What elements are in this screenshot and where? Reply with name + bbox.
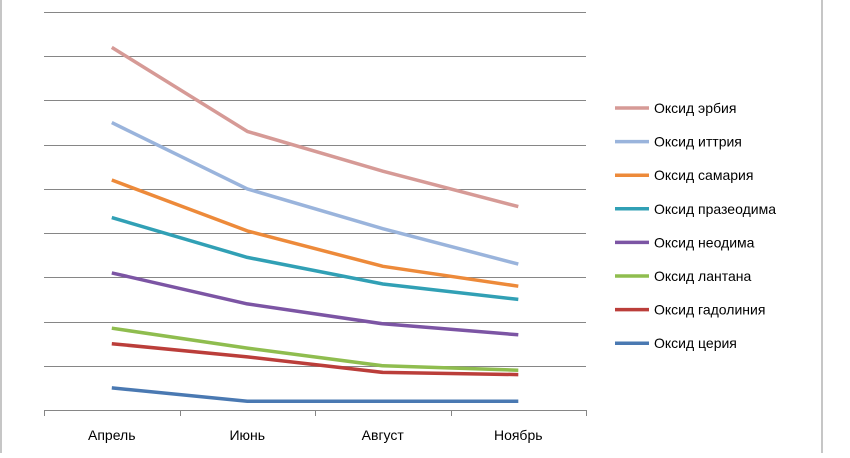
series-line-2 (111, 178, 519, 288)
x-tick-label: Июнь (229, 427, 265, 443)
x-tick-label: Ноябрь (494, 427, 543, 443)
series-line-3 (111, 215, 519, 302)
x-tick-label: Август (362, 427, 405, 443)
x-tick-label: Апрель (88, 427, 136, 443)
x-axis: Апрель Июнь Август Ноябрь (44, 410, 587, 443)
series-line-4 (111, 271, 519, 337)
legend-label: Оксид лантана (654, 268, 752, 284)
series-line-5 (111, 326, 519, 372)
legend: Оксид эрбия Оксид иттрия Оксид самария Окси… (615, 100, 776, 351)
legend-label: Оксид церия (654, 335, 737, 351)
legend-label: Оксид празеодима (654, 201, 776, 217)
legend-label: Оксид эрбия (654, 100, 736, 116)
legend-label: Оксид иттрия (654, 134, 742, 150)
legend-label: Оксид неодима (654, 234, 755, 250)
series-line-7 (111, 386, 519, 403)
series-line-0 (110, 45, 519, 209)
legend-label: Оксид гадолиния (654, 302, 765, 318)
series-line-1 (111, 121, 519, 266)
series-line-6 (111, 341, 519, 377)
legend-label: Оксид самария (654, 167, 753, 183)
series-lines (110, 45, 519, 403)
